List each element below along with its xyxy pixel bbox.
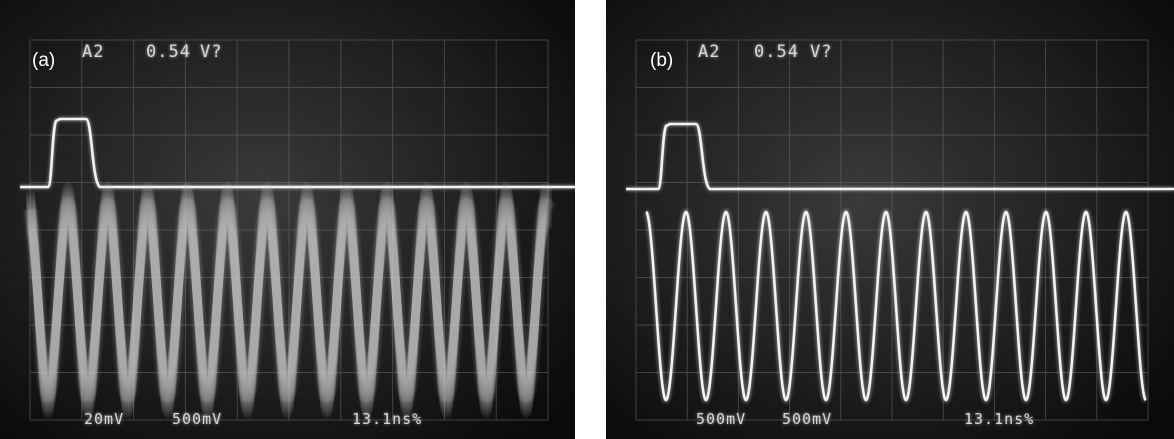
ch1-scale-a: 20mV bbox=[84, 410, 125, 428]
reading-value-a: 0.54 bbox=[146, 42, 191, 62]
oscilloscope-panel-b: (b) A2 0.54 V? 500mV 500mV 13.1ns% bbox=[606, 0, 1174, 439]
ch2-scale-a: 500mV bbox=[172, 410, 223, 428]
channel-label-a: A2 bbox=[82, 42, 105, 62]
timebase-b: 13.1ns% bbox=[964, 410, 1035, 428]
scope-screen-b bbox=[606, 0, 1174, 439]
sine-trace-haze bbox=[23, 196, 555, 404]
reading-value-b: 0.54 bbox=[754, 42, 799, 62]
ch1-scale-b: 500mV bbox=[696, 410, 747, 428]
timebase-a: 13.1ns% bbox=[352, 410, 423, 428]
reading-unit-a: V? bbox=[200, 42, 223, 62]
panel-label-a: (a) bbox=[32, 50, 56, 71]
pulse-trace bbox=[20, 117, 575, 189]
ch2-scale-b: 500mV bbox=[782, 410, 833, 428]
pulse-trace bbox=[626, 122, 1174, 191]
oscilloscope-panel-a: (a) A2 0.54 V? 20mV 500mV 13.1ns% bbox=[0, 0, 575, 439]
scope-screen-a bbox=[0, 0, 575, 439]
panel-label-b: (b) bbox=[650, 50, 674, 71]
reading-unit-b: V? bbox=[810, 42, 833, 62]
channel-label-b: A2 bbox=[698, 42, 721, 62]
sine-trace bbox=[645, 210, 1147, 402]
